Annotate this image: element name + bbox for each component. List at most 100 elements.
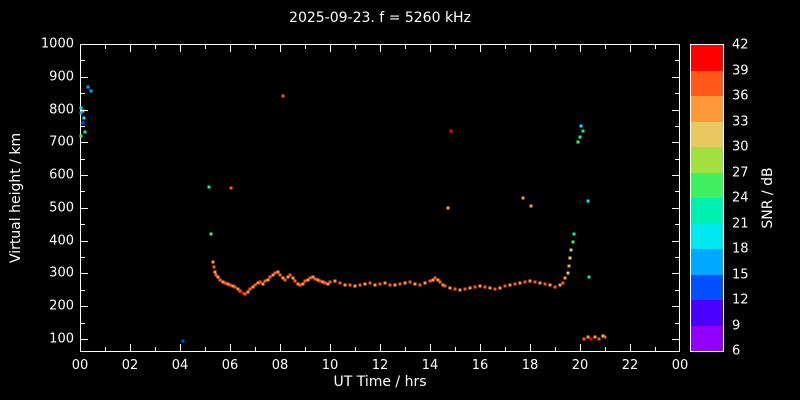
- data-point: [403, 281, 407, 285]
- data-point: [209, 232, 213, 236]
- data-point: [431, 278, 434, 282]
- colorbar-tick-label: 18: [732, 241, 749, 257]
- colorbar-band: [691, 121, 723, 147]
- data-point: [398, 282, 402, 286]
- data-point: [268, 275, 272, 279]
- x-major-tick: [380, 45, 381, 52]
- colorbar-band: [691, 96, 723, 122]
- x-major-tick: [230, 45, 231, 52]
- data-point: [298, 283, 302, 287]
- x-minor-tick: [155, 347, 156, 351]
- x-minor-tick: [205, 45, 206, 49]
- data-point: [493, 287, 497, 291]
- y-tick-label: 200: [49, 298, 74, 314]
- x-minor-tick: [655, 45, 656, 49]
- x-minor-tick: [355, 347, 356, 351]
- data-point: [326, 282, 329, 286]
- y-minor-tick: [81, 256, 85, 258]
- x-major-tick: [280, 344, 281, 351]
- x-minor-tick: [105, 45, 106, 49]
- data-point: [453, 287, 457, 291]
- x-axis-label: UT Time / hrs: [333, 374, 427, 390]
- y-major-tick: [672, 76, 679, 78]
- data-point: [601, 334, 604, 338]
- data-point: [323, 281, 327, 285]
- data-point: [338, 281, 342, 285]
- data-point: [579, 124, 583, 128]
- colorbar-tick-label: 6: [732, 343, 741, 359]
- data-point: [449, 129, 453, 133]
- data-point: [353, 284, 357, 288]
- data-point: [568, 256, 572, 260]
- data-point: [581, 129, 584, 133]
- x-minor-tick: [505, 45, 506, 49]
- data-point: [569, 248, 573, 252]
- data-point: [508, 283, 512, 286]
- snr-colorbar: [690, 44, 724, 352]
- y-tick-label: 900: [49, 69, 74, 85]
- x-minor-tick: [405, 45, 406, 49]
- data-point: [283, 278, 287, 282]
- data-point: [529, 204, 533, 208]
- y-minor-tick: [81, 224, 85, 226]
- data-point: [258, 280, 262, 284]
- x-minor-tick: [105, 347, 106, 351]
- data-point: [308, 276, 312, 280]
- data-point: [288, 273, 292, 277]
- data-point: [518, 281, 522, 285]
- data-point: [306, 278, 309, 282]
- y-major-tick: [672, 306, 679, 308]
- data-point: [212, 265, 216, 269]
- data-point: [378, 282, 382, 286]
- data-point: [473, 285, 477, 289]
- data-point: [233, 285, 237, 289]
- x-major-tick: [330, 344, 331, 351]
- y-major-tick: [81, 142, 88, 144]
- data-point: [79, 111, 83, 115]
- data-point: [261, 282, 264, 286]
- data-point: [561, 281, 564, 285]
- data-point: [578, 135, 582, 139]
- data-point: [266, 278, 269, 282]
- data-point: [211, 260, 214, 264]
- x-minor-tick: [455, 347, 456, 351]
- x-major-tick: [580, 344, 581, 351]
- x-major-tick: [480, 45, 481, 52]
- colorbar-band: [691, 300, 723, 326]
- data-point: [458, 288, 462, 292]
- data-point: [587, 275, 591, 279]
- y-major-tick: [672, 175, 679, 177]
- data-point: [79, 106, 83, 110]
- data-point: [248, 287, 252, 291]
- data-point: [571, 240, 574, 244]
- y-major-tick: [81, 44, 88, 45]
- x-minor-tick: [555, 45, 556, 49]
- y-major-tick: [672, 240, 679, 242]
- y-minor-tick: [81, 93, 85, 95]
- colorbar-tick-label: 12: [732, 292, 749, 308]
- data-point: [226, 282, 229, 286]
- x-minor-tick: [255, 45, 256, 49]
- y-minor-tick: [81, 322, 85, 324]
- y-minor-tick: [81, 60, 85, 62]
- data-point: [523, 280, 527, 284]
- x-major-tick: [630, 344, 631, 351]
- x-major-tick: [330, 45, 331, 52]
- data-point: [333, 279, 337, 283]
- data-point: [303, 279, 307, 283]
- colorbar-tick-label: 42: [732, 37, 749, 53]
- y-major-tick: [81, 76, 88, 78]
- x-tick-label: 00: [71, 358, 89, 373]
- data-point: [251, 285, 254, 289]
- data-point: [498, 286, 502, 290]
- y-minor-tick: [81, 158, 85, 160]
- data-point: [273, 271, 277, 275]
- colorbar-tick-label: 21: [732, 216, 749, 231]
- data-point: [538, 281, 542, 285]
- data-point: [373, 283, 377, 286]
- y-major-tick: [672, 142, 679, 144]
- x-major-tick: [530, 45, 531, 52]
- y-minor-tick: [675, 125, 679, 127]
- data-point: [478, 284, 482, 288]
